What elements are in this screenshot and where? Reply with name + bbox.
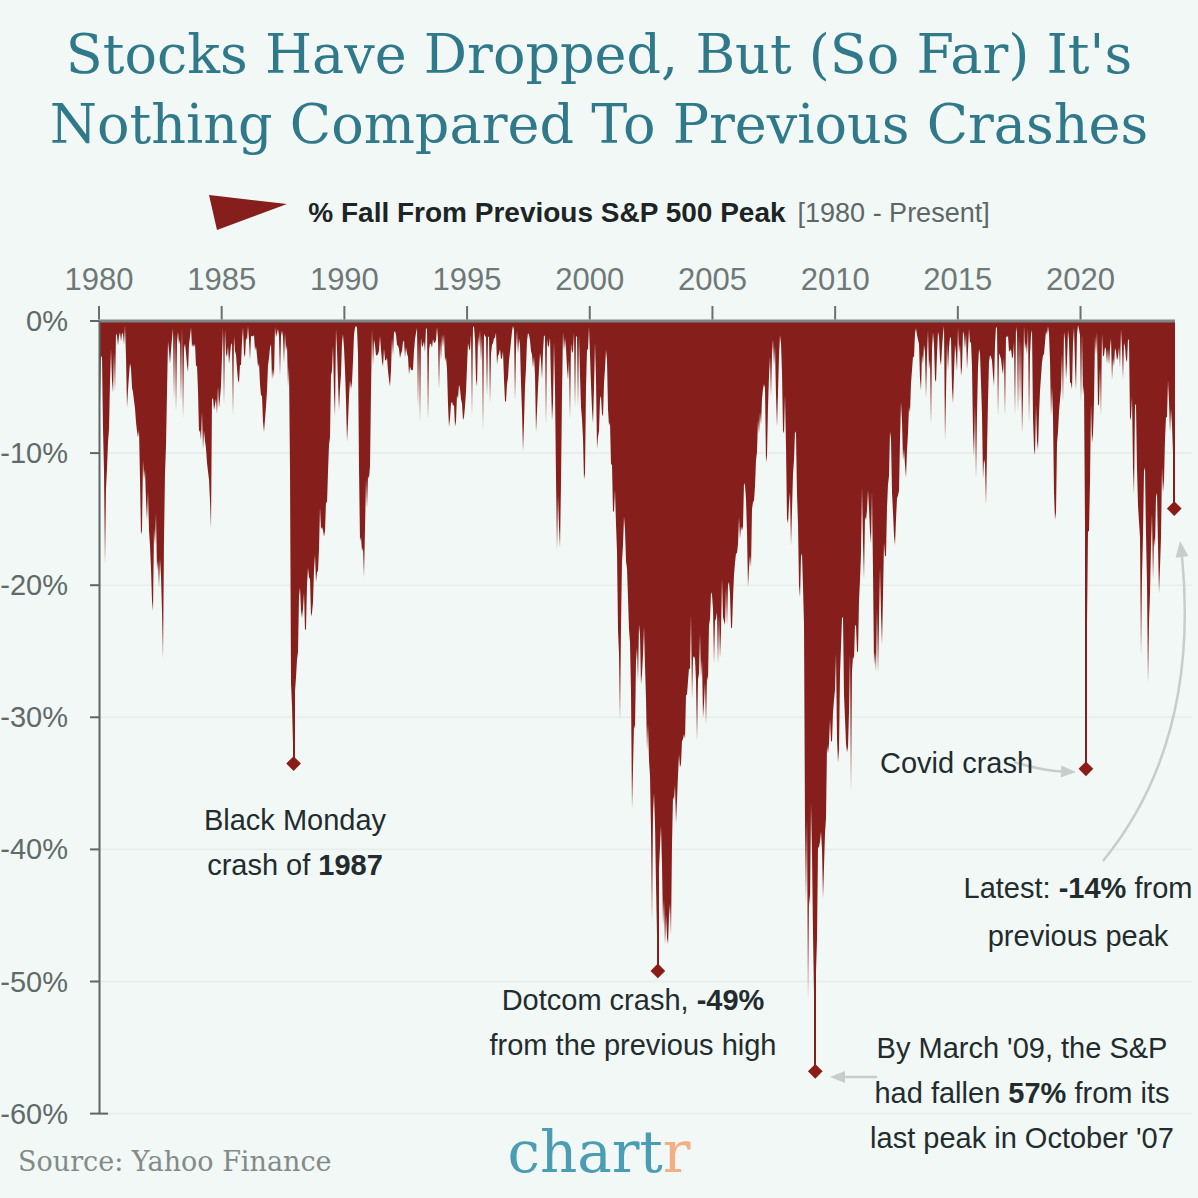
trough-marker-diamond [286,756,301,771]
x-tick-label: 2015 [923,262,992,298]
x-tick-label: 1980 [65,262,134,298]
y-tick-label: -40% [0,833,68,866]
x-tick-label: 1990 [310,262,379,298]
x-tick-label: 2000 [555,262,624,298]
annotation-dotcom: Dotcom crash, -49% from the previous hig… [490,978,777,1068]
logo-chart: chart [507,1118,662,1186]
y-tick-label: -50% [0,965,68,998]
logo-r: r [663,1118,691,1186]
y-tick-label: 0% [0,305,68,338]
march09-arrow-head [830,1071,845,1083]
annotation-latest: Latest: -14% from previous peak [964,864,1193,960]
y-tick-label: -10% [0,437,68,470]
x-tick-label: 2020 [1046,262,1115,298]
trough-marker-diamond [651,964,666,979]
x-tick-label: 1995 [433,262,502,298]
annotation-black-monday: Black Monday crash of 1987 [204,798,386,888]
trough-marker-diamond [808,1064,823,1079]
latest-arrow-head [1176,541,1189,558]
covid-arrow-head [1061,765,1076,777]
x-tick-label: 1985 [187,262,256,298]
y-tick-label: -30% [0,701,68,734]
trough-marker-diamond [1167,501,1182,516]
y-tick-label: -20% [0,569,68,602]
x-tick-label: 2010 [801,262,870,298]
annotation-covid: Covid crash [880,741,1033,786]
chartr-logo: chartr [0,1118,1198,1186]
trough-marker-diamond [1079,761,1094,776]
x-tick-label: 2005 [678,262,747,298]
latest-arrow-line [1103,556,1185,861]
